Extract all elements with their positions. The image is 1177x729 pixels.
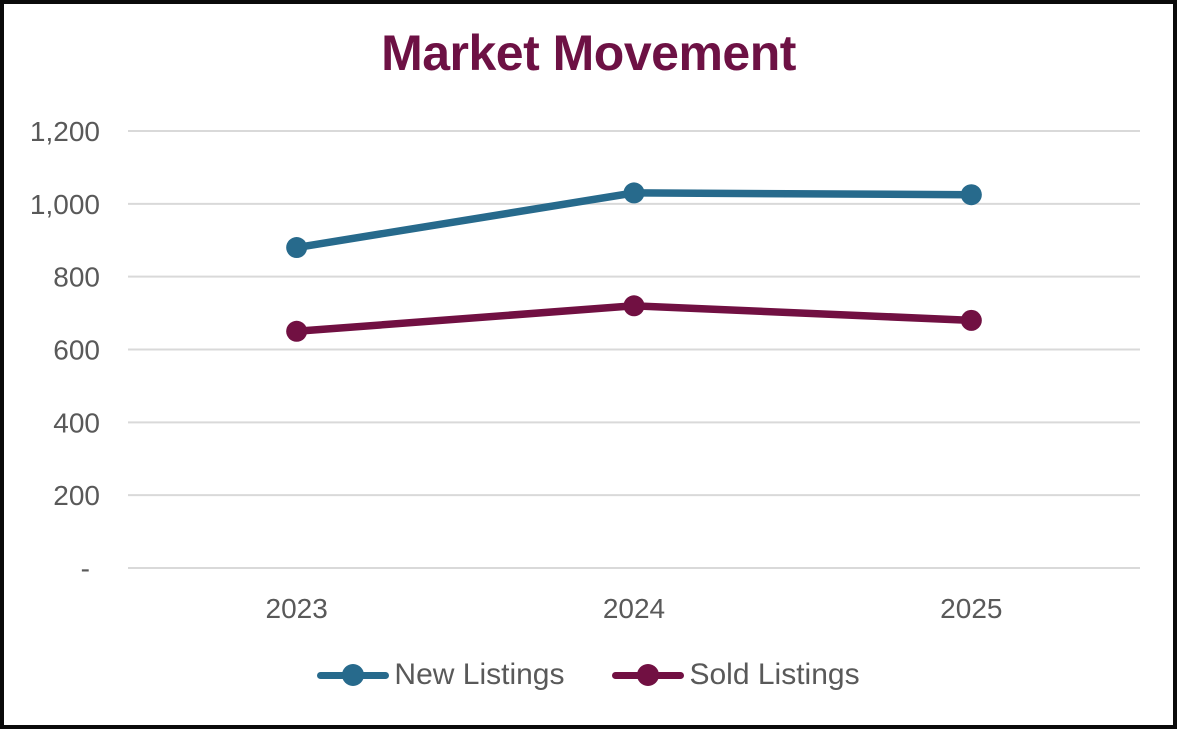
- legend-item-sold-listings: Sold Listings: [612, 658, 860, 691]
- chart-title: Market Movement: [381, 25, 796, 81]
- axis-tick-label: 400: [53, 407, 100, 438]
- axis-tick-label: 2024: [603, 593, 665, 624]
- axis-tick-label: 1,200: [30, 116, 100, 147]
- data-point-marker: [286, 237, 308, 259]
- data-point-marker: [623, 182, 645, 204]
- axis-tick-label: 200: [53, 480, 100, 511]
- chart-legend: New Listings Sold Listings: [4, 649, 1173, 701]
- legend-label-new-listings: New Listings: [394, 658, 565, 691]
- axis-tick-label: 2025: [940, 593, 1002, 624]
- data-point-marker: [623, 295, 645, 317]
- data-point-marker: [960, 184, 982, 206]
- legend-label-sold-listings: Sold Listings: [689, 658, 860, 691]
- axis-tick-label: 800: [53, 262, 100, 293]
- data-point-marker: [286, 320, 308, 342]
- legend-item-new-listings: New Listings: [317, 660, 564, 690]
- axis-tick-label: 1,000: [30, 189, 100, 220]
- axis-tick-label: 600: [53, 335, 100, 366]
- new-listings-line-marker-icon: [317, 664, 390, 686]
- axis-tick-label: 2023: [266, 593, 328, 624]
- sold-listings-line-marker-icon: [612, 664, 685, 686]
- line-chart-plot-area: - 200 400 600 800 1,000 1,200 2023 2024 2025: [30, 116, 1140, 624]
- legend-dot: [342, 664, 365, 686]
- legend-dot: [637, 664, 660, 686]
- axis-tick-label: -: [81, 553, 90, 584]
- data-point-marker: [960, 309, 982, 331]
